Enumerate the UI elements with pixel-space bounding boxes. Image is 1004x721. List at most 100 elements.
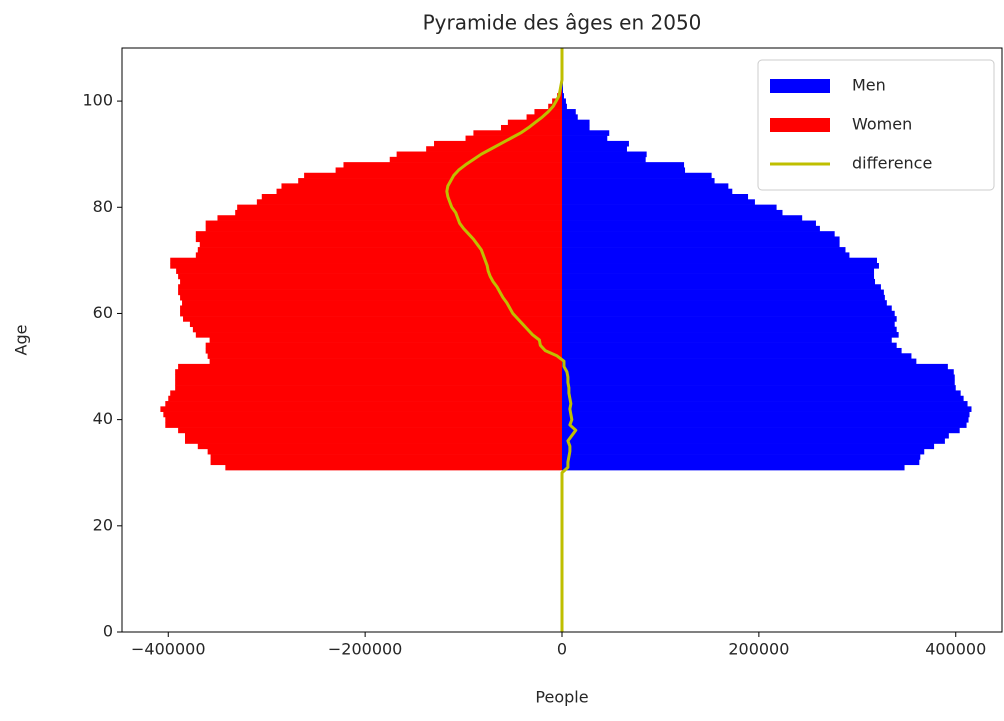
bar <box>562 448 925 455</box>
bar <box>562 146 627 152</box>
bar <box>180 310 563 317</box>
bar <box>180 278 563 285</box>
bar <box>276 188 562 195</box>
bar <box>165 401 562 407</box>
bar <box>281 183 562 189</box>
bar <box>343 162 562 168</box>
bar <box>175 369 562 375</box>
y-tick-label: 100 <box>82 91 113 110</box>
bar <box>562 241 840 248</box>
bar <box>562 124 590 131</box>
x-axis-label: People <box>535 688 588 707</box>
bar <box>562 337 892 343</box>
bar <box>562 215 803 221</box>
bar <box>562 358 917 365</box>
bar <box>298 178 562 184</box>
bar <box>562 225 820 232</box>
bar <box>210 454 562 460</box>
bar <box>205 225 563 232</box>
bar <box>562 172 712 179</box>
bar <box>195 231 562 237</box>
bar <box>160 406 562 412</box>
bar <box>562 401 968 407</box>
legend-label: difference <box>852 154 932 173</box>
bar <box>389 156 562 163</box>
bar <box>261 194 562 200</box>
bar <box>562 231 835 237</box>
bar <box>562 438 945 444</box>
bar <box>175 379 562 386</box>
bar <box>548 103 562 110</box>
bar <box>562 130 610 136</box>
x-tick-label: 200000 <box>728 640 789 659</box>
bar <box>225 464 562 471</box>
x-tick-label: 0 <box>557 640 567 659</box>
bar <box>562 395 964 402</box>
bar <box>199 241 562 248</box>
bar <box>207 448 563 455</box>
x-tick-label: −400000 <box>131 640 205 659</box>
bar <box>163 411 562 418</box>
y-tick-label: 40 <box>93 409 113 428</box>
bar <box>562 422 967 428</box>
bar <box>182 300 562 306</box>
legend-label: Women <box>852 115 912 134</box>
bar <box>184 438 563 444</box>
y-tick-label: 20 <box>93 515 113 534</box>
bar <box>562 247 846 253</box>
bar <box>562 390 961 397</box>
bar <box>562 162 685 168</box>
bar <box>562 188 733 195</box>
bar <box>562 273 875 280</box>
bar <box>184 432 563 439</box>
bar <box>180 294 563 301</box>
bar <box>562 432 949 439</box>
bar <box>562 459 920 466</box>
bar <box>562 454 921 460</box>
bar <box>197 443 562 450</box>
bar <box>562 194 749 200</box>
chart-title: Pyramide des âges en 2050 <box>423 11 702 35</box>
bar <box>562 109 576 115</box>
bar <box>178 284 563 290</box>
difference-line <box>445 48 578 632</box>
bar <box>562 427 960 434</box>
bar <box>562 151 647 158</box>
y-tick-label: 60 <box>93 303 113 322</box>
bar <box>562 93 564 99</box>
bar <box>235 209 563 216</box>
legend-label: Men <box>852 76 886 95</box>
bar <box>562 353 912 359</box>
bar <box>195 252 562 259</box>
bar <box>165 422 562 428</box>
bar <box>175 374 562 381</box>
bar <box>562 167 686 174</box>
bar <box>465 135 562 142</box>
bar <box>562 464 905 471</box>
bar <box>562 443 935 450</box>
bar <box>178 289 563 296</box>
bar <box>205 342 563 349</box>
bar <box>217 215 562 221</box>
bar <box>562 278 876 285</box>
bar <box>562 305 892 312</box>
bar <box>562 183 729 189</box>
bar <box>562 268 875 274</box>
bar <box>562 310 895 317</box>
bar <box>209 358 562 365</box>
bar <box>562 178 715 184</box>
bar <box>562 103 567 110</box>
bar <box>562 289 884 296</box>
bar <box>562 374 955 381</box>
y-tick-label: 0 <box>103 622 113 641</box>
bar <box>180 305 563 312</box>
bar <box>175 385 562 391</box>
bar <box>562 140 629 147</box>
bar <box>562 321 895 328</box>
legend-patch <box>770 79 830 93</box>
bar <box>562 363 948 370</box>
bar <box>176 268 562 274</box>
bar <box>165 416 562 423</box>
y-axis-label: Age <box>12 325 31 356</box>
